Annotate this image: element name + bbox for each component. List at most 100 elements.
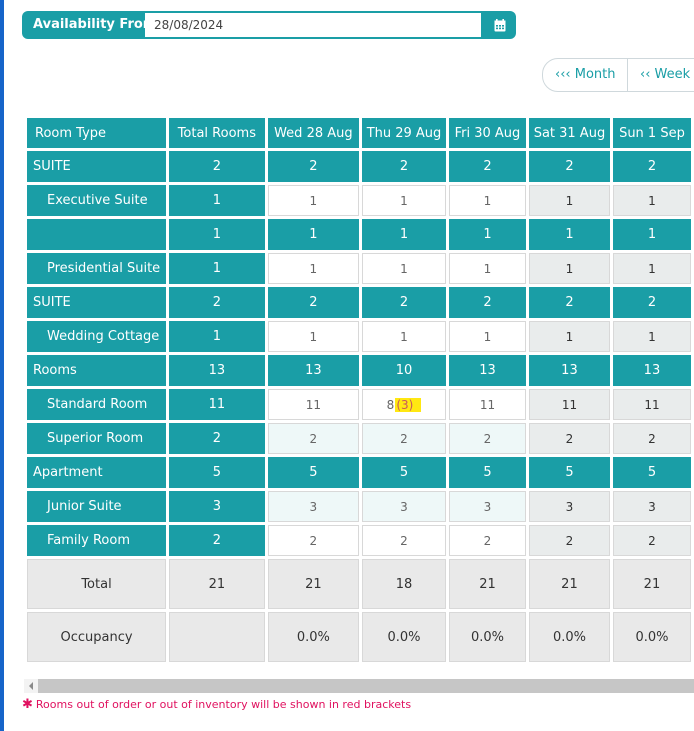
day-count-cell: 2: [612, 151, 691, 182]
calendar-icon[interactable]: [483, 11, 516, 39]
day-count-cell[interactable]: 1: [612, 185, 691, 216]
day-total-cell: 21: [612, 559, 691, 609]
total-rooms-cell: 2: [169, 287, 265, 318]
day-count-cell[interactable]: 2: [529, 525, 610, 556]
availability-bar: Availability From: [22, 11, 516, 39]
room-type-name: Wedding Cottage: [27, 321, 167, 352]
column-header: Thu 29 Aug: [362, 118, 446, 148]
day-count-cell[interactable]: 2: [362, 423, 446, 454]
day-count-cell[interactable]: 1: [448, 253, 526, 284]
day-count-cell: 2: [267, 151, 360, 182]
total-label: Total: [27, 559, 167, 609]
total-row: Total 21 21 18 21 21 21: [27, 559, 691, 609]
day-count-cell[interactable]: 1: [267, 321, 360, 352]
day-count-cell: 10: [362, 355, 446, 386]
room-type-name: Standard Room: [27, 389, 167, 420]
table-row: Rooms 13 13 10 13 13 13: [27, 355, 691, 386]
scroll-left-arrow-icon[interactable]: [24, 679, 38, 693]
table-row: Junior Suite 3 3 3 3 3 3: [27, 491, 691, 522]
occupancy-label: Occupancy: [27, 612, 167, 662]
horizontal-scrollbar[interactable]: [24, 679, 694, 693]
occupancy-cell: 0.0%: [612, 612, 691, 662]
day-count-cell: 13: [529, 355, 610, 386]
day-count-cell: 1: [448, 219, 526, 250]
occupancy-cell: 0.0%: [529, 612, 610, 662]
day-count-cell[interactable]: 2: [267, 423, 360, 454]
day-count-cell: 2: [362, 151, 446, 182]
day-count-cell: 1: [529, 219, 610, 250]
day-count-cell[interactable]: 1: [267, 253, 360, 284]
occupancy-cell: 0.0%: [362, 612, 446, 662]
occupancy-row: Occupancy 0.0% 0.0% 0.0% 0.0% 0.0%: [27, 612, 691, 662]
day-count-cell[interactable]: 1: [362, 185, 446, 216]
period-navigation: ‹‹‹ Month ‹‹ Week: [542, 58, 694, 92]
day-count-cell: 2: [267, 287, 360, 318]
day-count-cell: 2: [448, 151, 526, 182]
day-count-cell[interactable]: 1: [612, 253, 691, 284]
day-count-cell[interactable]: 3: [448, 491, 526, 522]
out-of-order-note: ✱ Rooms out of order or out of inventory …: [22, 697, 411, 712]
column-header: Sat 31 Aug: [529, 118, 610, 148]
day-count-cell[interactable]: 2: [267, 525, 360, 556]
room-group-name: Rooms: [27, 355, 167, 386]
day-count-cell: 13: [612, 355, 691, 386]
column-header: Total Rooms: [169, 118, 265, 148]
previous-month-button[interactable]: ‹‹‹ Month: [555, 67, 616, 82]
day-count-cell[interactable]: 1: [448, 185, 526, 216]
day-count-cell[interactable]: 3: [612, 491, 691, 522]
day-count-cell: 1: [267, 219, 360, 250]
day-count-cell[interactable]: 11: [448, 389, 526, 420]
room-group-name: SUITE: [27, 151, 167, 182]
column-header: Room Type: [27, 118, 167, 148]
table-row: 1 1 1 1 1 1: [27, 219, 691, 250]
total-rooms-cell: 5: [169, 457, 265, 488]
day-count-cell[interactable]: 3: [267, 491, 360, 522]
day-count-cell[interactable]: 2: [448, 423, 526, 454]
day-count-cell[interactable]: 2: [362, 525, 446, 556]
day-count-cell: 5: [612, 457, 691, 488]
availability-table: Room Type Total Rooms Wed 28 Aug Thu 29 …: [24, 115, 694, 665]
table-row: Presidential Suite 1 1 1 1 1 1: [27, 253, 691, 284]
day-count-cell[interactable]: 1: [612, 321, 691, 352]
day-count-cell: 5: [448, 457, 526, 488]
day-count-cell-out-of-order[interactable]: 8 (3): [362, 389, 446, 420]
day-count-cell[interactable]: 1: [529, 321, 610, 352]
day-count-cell[interactable]: 2: [529, 423, 610, 454]
day-count-cell[interactable]: 1: [362, 253, 446, 284]
day-count-cell: 5: [529, 457, 610, 488]
day-count-cell[interactable]: 11: [529, 389, 610, 420]
previous-week-button[interactable]: ‹‹ Week: [640, 67, 691, 82]
day-count-cell: 13: [267, 355, 360, 386]
table-row: Apartment 5 5 5 5 5 5: [27, 457, 691, 488]
day-count-cell[interactable]: 3: [529, 491, 610, 522]
table-header-row: Room Type Total Rooms Wed 28 Aug Thu 29 …: [27, 118, 691, 148]
column-header: Wed 28 Aug: [267, 118, 360, 148]
table-row: Standard Room 11 11 8 (3) 11 11 11: [27, 389, 691, 420]
left-edge-strip: [0, 0, 4, 731]
day-count-cell[interactable]: 2: [448, 525, 526, 556]
day-count-cell: 5: [362, 457, 446, 488]
day-count-cell[interactable]: 11: [267, 389, 360, 420]
day-count-cell[interactable]: 1: [529, 253, 610, 284]
day-count-cell[interactable]: 1: [362, 321, 446, 352]
day-count-cell: 2: [612, 287, 691, 318]
day-count-cell[interactable]: 1: [267, 185, 360, 216]
day-count-value: 8: [386, 397, 395, 412]
day-total-cell: 18: [362, 559, 446, 609]
day-count-cell[interactable]: 1: [448, 321, 526, 352]
day-count-cell[interactable]: 11: [612, 389, 691, 420]
day-count-cell[interactable]: 1: [529, 185, 610, 216]
table-row: Wedding Cottage 1 1 1 1 1 1: [27, 321, 691, 352]
table-row: Family Room 2 2 2 2 2 2: [27, 525, 691, 556]
table-row: SUITE 2 2 2 2 2 2: [27, 287, 691, 318]
day-total-cell: 21: [448, 559, 526, 609]
day-count-cell[interactable]: 3: [362, 491, 446, 522]
day-count-cell: 1: [362, 219, 446, 250]
room-group-name: [27, 219, 167, 250]
room-group-name: SUITE: [27, 287, 167, 318]
day-count-cell[interactable]: 2: [612, 525, 691, 556]
availability-date-input[interactable]: [145, 13, 481, 37]
day-count-cell[interactable]: 2: [612, 423, 691, 454]
total-rooms-cell: 11: [169, 389, 265, 420]
occupancy-cell: 0.0%: [448, 612, 526, 662]
